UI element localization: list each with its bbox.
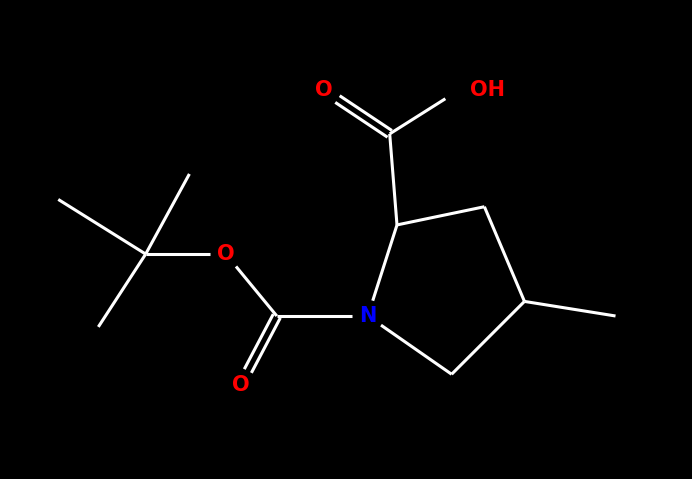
Text: N: N (359, 306, 376, 326)
Text: OH: OH (470, 80, 505, 100)
Text: O: O (232, 375, 249, 395)
Text: O: O (316, 80, 333, 100)
Text: O: O (217, 244, 235, 264)
